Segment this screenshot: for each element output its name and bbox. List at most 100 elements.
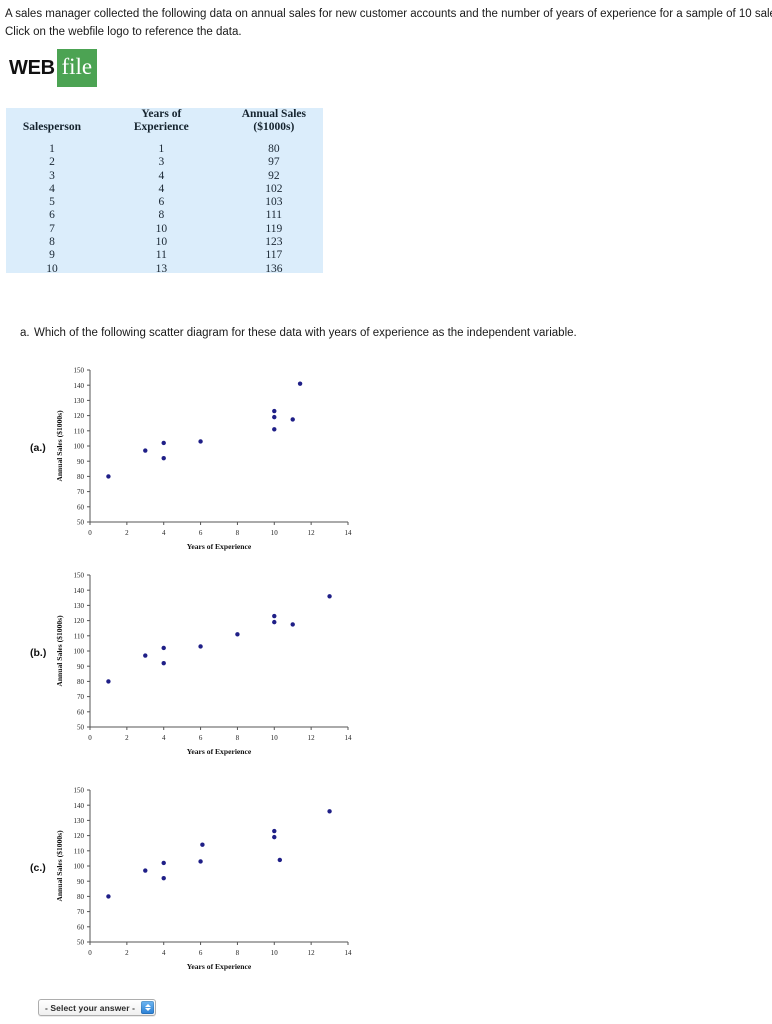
data-point xyxy=(290,622,295,627)
data-point xyxy=(327,594,332,599)
x-tick-label: 12 xyxy=(308,949,316,957)
data-point xyxy=(161,440,166,446)
y-axis-title: Annual Sales ($1000s) xyxy=(55,830,64,902)
y-tick-label: 130 xyxy=(74,602,85,610)
y-tick-label: 150 xyxy=(74,787,85,795)
y-tick-label: 80 xyxy=(77,893,85,901)
y-tick-label: 100 xyxy=(74,648,85,656)
scatter-chart-option-b[interactable]: (b.) 50 60 70 80 90 100 110 120 130 140 150 0 2 4 6 8 10… xyxy=(30,565,360,765)
table-row: 8 10 123 xyxy=(6,236,323,249)
data-point xyxy=(198,644,203,649)
y-tick-label: 120 xyxy=(74,832,85,840)
cell-sales: 136 xyxy=(265,262,283,275)
scatter-chart-option-a[interactable]: (a.) 50 60 70 80 90 100 110 120 130 140 150 0 2 4 6 8 10… xyxy=(30,360,360,560)
cell-salesperson: 1 xyxy=(49,143,55,155)
table-row: 3 4 92 xyxy=(6,170,323,183)
table-row: 4 4 102 xyxy=(6,183,323,196)
data-point xyxy=(272,834,277,840)
y-tick-label: 90 xyxy=(77,458,85,466)
y-tick-label: 110 xyxy=(74,847,85,855)
cell-salesperson: 8 xyxy=(49,236,55,249)
table-header-row: Salesperson Years of Experience Annual S… xyxy=(6,108,323,134)
data-point xyxy=(106,474,111,479)
column-header-salesperson: Salesperson xyxy=(22,121,82,133)
cell-years: 6 xyxy=(158,196,165,209)
table-row: 5 6 103 xyxy=(6,196,323,209)
data-point xyxy=(161,660,166,666)
y-tick-label: 70 xyxy=(77,908,85,916)
table-head: Salesperson Years of Experience Annual S… xyxy=(6,108,323,143)
webfile-logo-file-box: file xyxy=(56,49,97,87)
table-header-spacer xyxy=(6,134,323,143)
x-tick-label: 12 xyxy=(308,734,316,742)
cell-sales: 102 xyxy=(265,182,283,195)
data-point xyxy=(272,427,277,432)
y-tick-label: 140 xyxy=(74,382,85,390)
cell-salesperson: 3 xyxy=(49,169,55,182)
spacer-cell xyxy=(6,134,323,143)
y-tick-label: 80 xyxy=(77,473,85,481)
data-point xyxy=(290,417,295,422)
y-tick-label: 130 xyxy=(74,397,85,405)
data-point xyxy=(161,860,166,866)
data-point xyxy=(143,448,148,453)
chart-option-label-c: (c.) xyxy=(30,862,46,874)
x-tick-label: 8 xyxy=(236,734,240,742)
column-header-years-of-experience: Years of Experience xyxy=(133,108,189,133)
intro-text: A sales manager collected the following … xyxy=(5,5,772,41)
y-tick-label: 110 xyxy=(74,427,85,435)
data-point xyxy=(143,868,148,873)
x-tick-label: 2 xyxy=(125,734,129,742)
webfile-logo-file-text: file xyxy=(61,53,93,79)
y-tick-label: 130 xyxy=(74,817,85,825)
data-point xyxy=(143,653,148,658)
chevron-down-icon xyxy=(144,1008,151,1012)
chevron-updown-icon[interactable] xyxy=(141,1001,155,1014)
cell-years: 4 xyxy=(158,169,165,182)
x-axis-title: Years of Experience xyxy=(187,747,252,756)
x-tick-label: 0 xyxy=(88,529,92,537)
x-axis-title: Years of Experience xyxy=(187,962,252,971)
select-your-answer-dropdown[interactable]: - Select your answer - xyxy=(38,999,157,1016)
y-tick-label: 140 xyxy=(74,587,85,595)
data-point xyxy=(235,632,240,637)
x-tick-label: 10 xyxy=(271,949,279,957)
table: Salesperson Years of Experience Annual S… xyxy=(6,108,323,276)
data-point xyxy=(200,842,205,847)
cell-salesperson: 10 xyxy=(46,262,58,275)
table-row: 9 11 117 xyxy=(6,249,323,262)
data-point xyxy=(327,809,332,814)
table-row: 10 13 136 xyxy=(6,263,323,276)
cell-sales: 117 xyxy=(265,249,283,262)
cell-years: 8 xyxy=(158,209,165,222)
cell-years: 13 xyxy=(155,262,168,275)
x-tick-label: 2 xyxy=(125,949,129,957)
y-tick-label: 110 xyxy=(74,632,85,640)
x-tick-label: 6 xyxy=(199,734,203,742)
scatter-chart-option-c[interactable]: (c.) 50 60 70 80 90 100 110 120 130 140 150 0 2 4 6 8 10… xyxy=(30,780,360,980)
y-axis-title: Annual Sales ($1000s) xyxy=(55,615,64,687)
y-tick-label: 100 xyxy=(74,863,85,871)
cell-years: 4 xyxy=(158,182,165,195)
x-tick-label: 0 xyxy=(88,734,92,742)
table-row: 6 8 111 xyxy=(6,209,323,222)
x-tick-label: 10 xyxy=(271,734,279,742)
x-tick-label: 4 xyxy=(162,949,166,957)
webfile-logo[interactable]: WEB file xyxy=(9,49,97,87)
table-row: 7 10 119 xyxy=(6,223,323,236)
data-point xyxy=(106,679,111,684)
y-axis-title: Annual Sales ($1000s) xyxy=(55,410,64,482)
data-point xyxy=(272,408,277,414)
y-tick-label: 60 xyxy=(77,503,85,511)
cell-salesperson: 4 xyxy=(49,182,55,195)
cell-sales: 111 xyxy=(265,209,283,222)
x-tick-label: 8 xyxy=(236,949,240,957)
x-tick-label: 14 xyxy=(345,529,353,537)
x-tick-label: 14 xyxy=(345,734,353,742)
chart-canvas-b: 50 60 70 80 90 100 110 120 130 140 150 0 2 4 6 8 10 12 14 Y… xyxy=(55,572,353,756)
intro-line-1: A sales manager collected the following … xyxy=(5,8,772,20)
y-tick-label: 150 xyxy=(74,367,85,375)
cell-salesperson: 7 xyxy=(49,222,55,235)
y-tick-label: 70 xyxy=(77,488,85,496)
y-tick-label: 70 xyxy=(77,693,85,701)
